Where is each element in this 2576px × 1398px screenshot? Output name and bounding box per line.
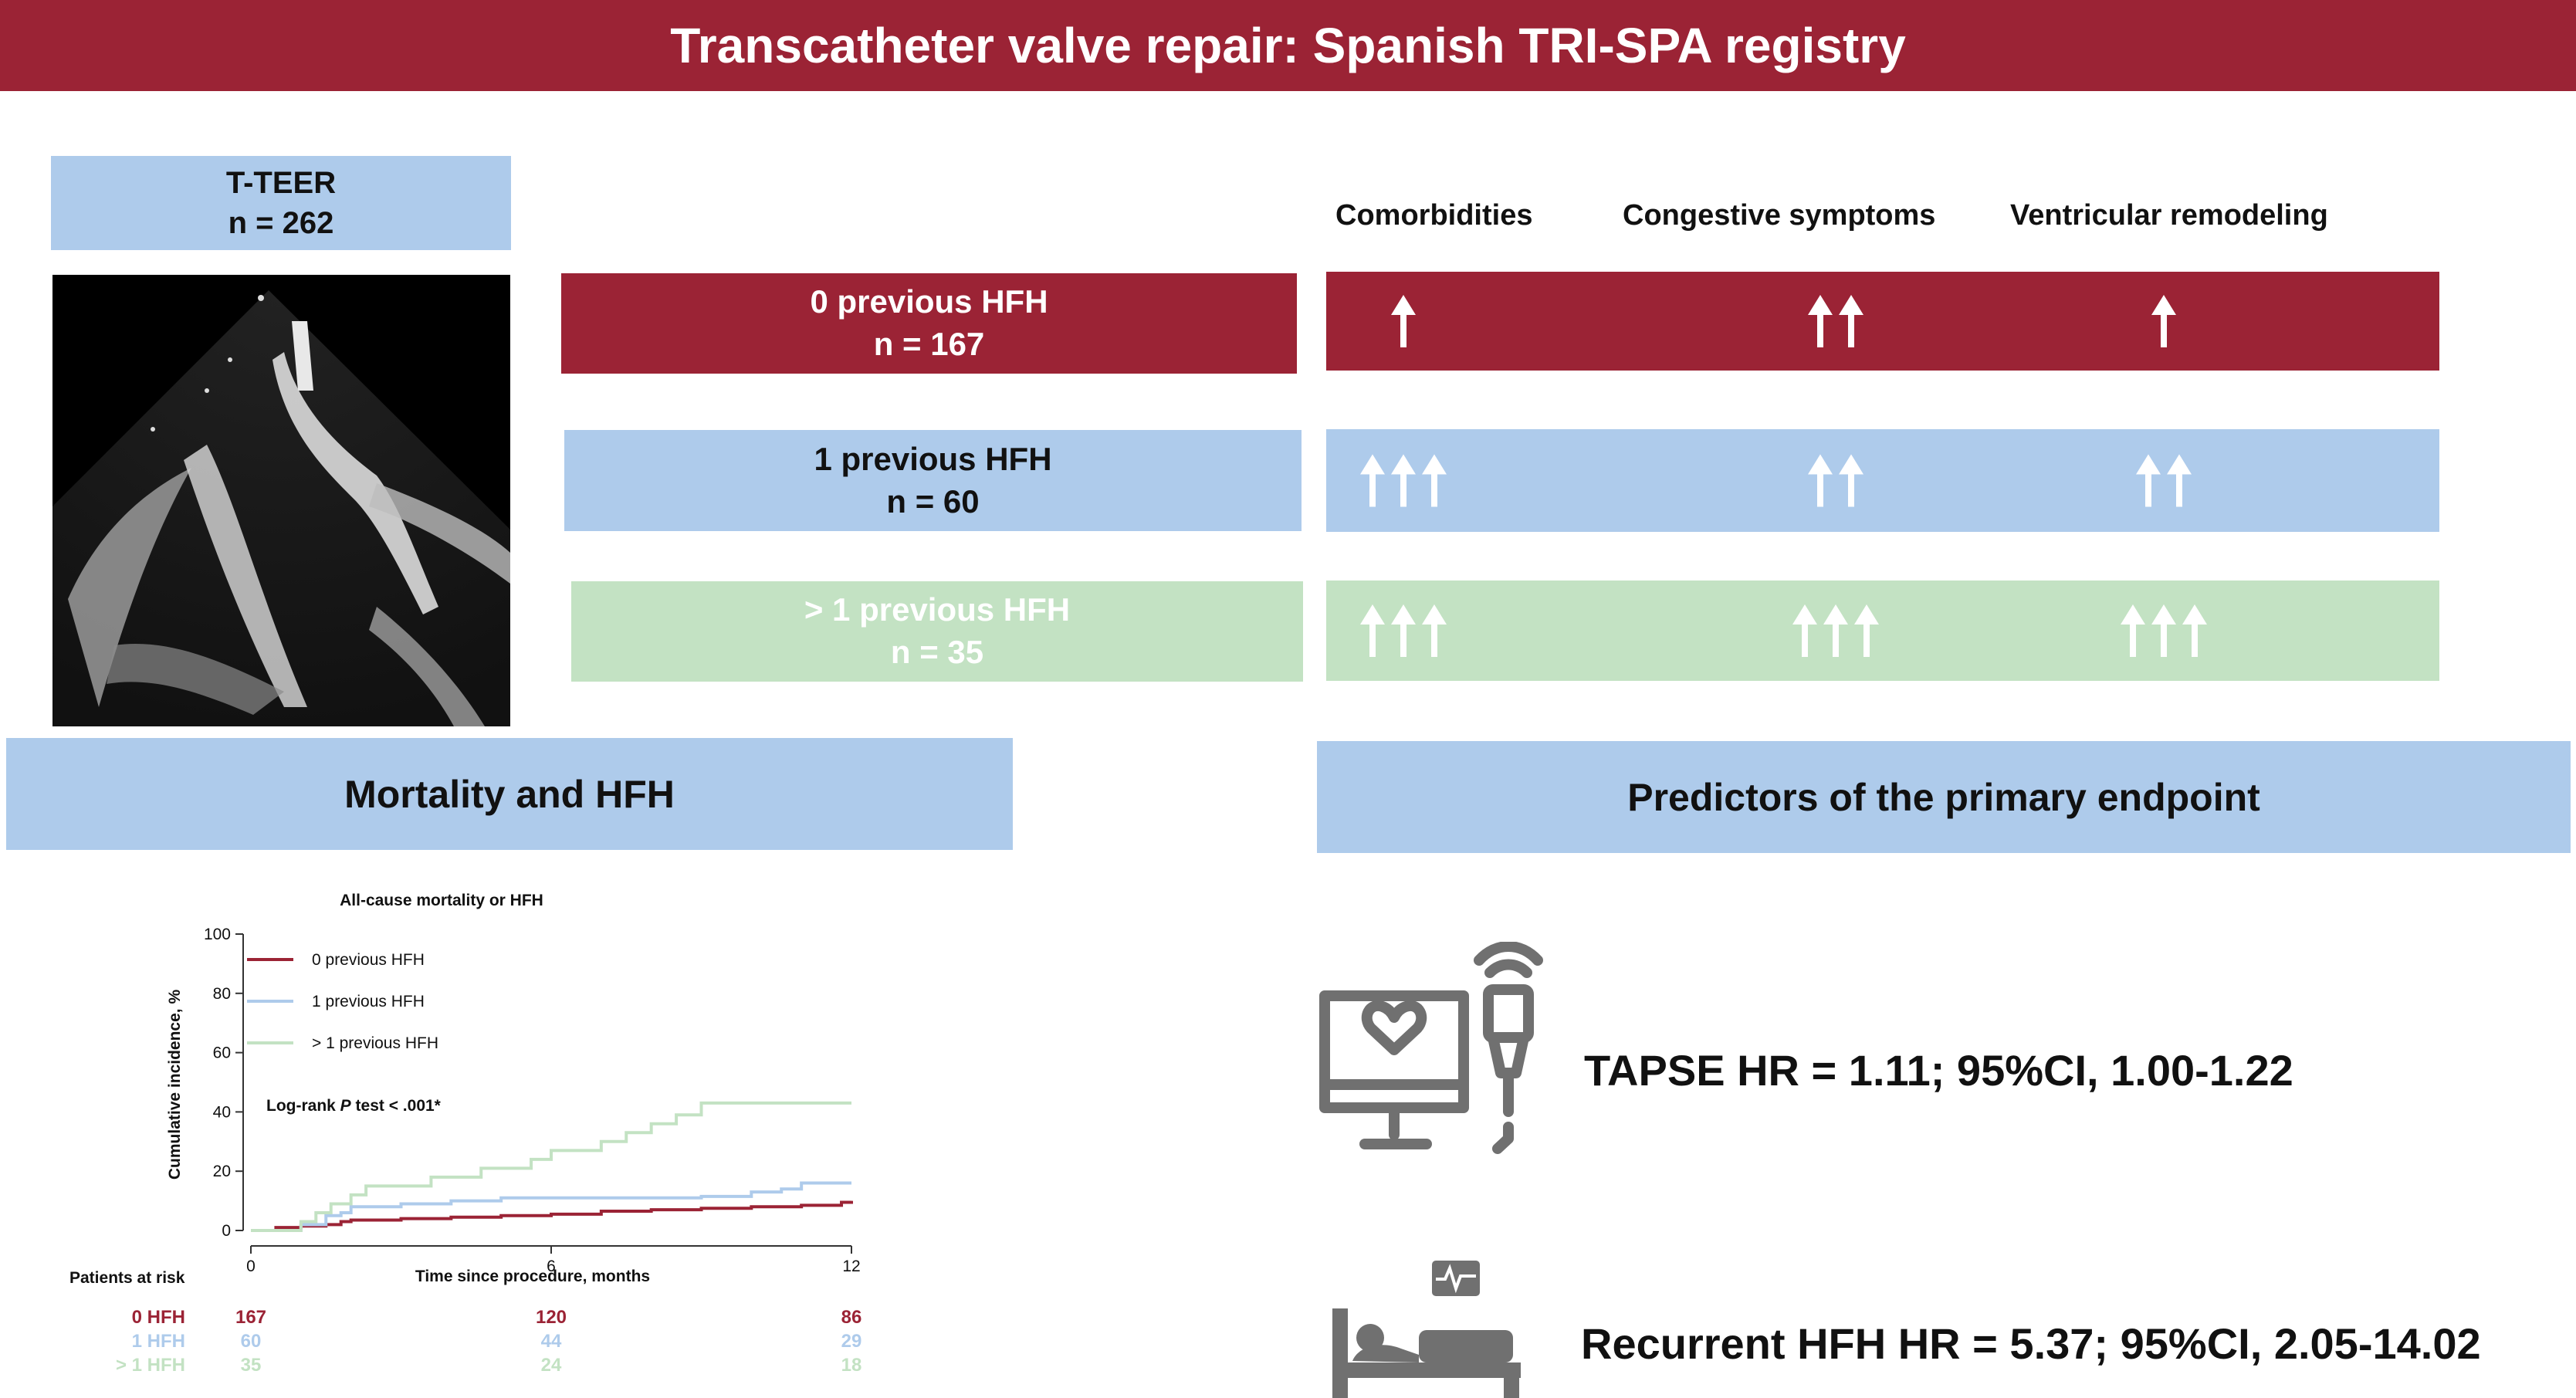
section-header-mortality-hfh: Mortality and HFH <box>6 738 1013 850</box>
group-box-0-previous-hfh: 0 previous HFH n = 167 <box>561 273 1297 374</box>
y-tick-label: 60 <box>213 1044 231 1062</box>
up-arrow-icon <box>2136 454 2161 507</box>
up-arrow-icon <box>1422 604 1447 657</box>
up-arrow-icon <box>2182 604 2207 657</box>
km-chart: All-cause mortality or HFH Cumulative in… <box>69 892 862 1376</box>
page-title: Transcatheter valve repair: Spanish TRI-… <box>670 18 1906 73</box>
series-line <box>251 1101 851 1232</box>
risk-value: 120 <box>536 1307 567 1328</box>
x-tick-label: 0 <box>246 1258 256 1275</box>
up-arrow-icon <box>1422 454 1447 507</box>
risk-value: 60 <box>241 1331 262 1352</box>
group-count: n = 60 <box>886 482 980 520</box>
section-header-predictors: Predictors of the primary endpoint <box>1317 741 2571 853</box>
teer-count: n = 262 <box>228 206 334 240</box>
group-label: > 1 previous HFH <box>804 591 1071 628</box>
up-arrow-icon <box>2151 295 2176 347</box>
legend-entry: 0 previous HFH <box>312 951 425 969</box>
arrow-row-0-previous-hfh <box>1326 272 2439 371</box>
title-banner: Transcatheter valve repair: Spanish TRI-… <box>0 0 2576 91</box>
column-header-congestive-symptoms: Congestive symptoms <box>1623 199 1936 232</box>
up-arrow-icon <box>2151 604 2176 657</box>
x-axis-label: Time since procedure, months <box>415 1268 650 1285</box>
risk-value: 35 <box>241 1355 262 1376</box>
up-arrow-icon <box>1854 604 1879 657</box>
up-arrow-icon <box>1808 454 1833 507</box>
up-arrow-icon <box>1839 295 1863 347</box>
y-tick-label: 20 <box>213 1163 231 1180</box>
arrow-row-1-previous-hfh <box>1326 429 2439 532</box>
y-tick-label: 40 <box>213 1103 231 1121</box>
hospital-bed-icon <box>1332 1261 1521 1398</box>
y-tick-label: 80 <box>213 985 231 1003</box>
column-header-ventricular-remodeling: Ventricular remodeling <box>2010 199 2328 232</box>
group-box-more-than-1-previous-hfh: > 1 previous HFH n = 35 <box>571 581 1303 682</box>
echo-monitor-icon <box>1319 942 1543 1154</box>
risk-value: 29 <box>841 1331 862 1352</box>
group-label: 1 previous HFH <box>814 440 1052 477</box>
section-title: Predictors of the primary endpoint <box>1627 775 2260 819</box>
teer-label: T-TEER <box>225 166 337 200</box>
up-arrow-icon <box>1839 454 1863 507</box>
y-tick-label: 0 <box>222 1222 231 1240</box>
risk-row-label: 0 HFH <box>132 1307 185 1328</box>
up-arrow-icon <box>1823 604 1848 657</box>
column-header-comorbidities: Comorbidities <box>1335 199 1533 232</box>
chart-title: All-cause mortality or HFH <box>340 892 543 909</box>
risk-table-label: Patients at risk <box>69 1269 185 1287</box>
teer-box: T-TEER n = 262 <box>51 156 511 250</box>
legend-entry: > 1 previous HFH <box>312 1034 438 1052</box>
risk-value: 167 <box>235 1307 266 1328</box>
group-count: n = 167 <box>873 326 985 362</box>
risk-row-label: 1 HFH <box>132 1331 185 1352</box>
legend-entry: 1 previous HFH <box>312 993 425 1010</box>
section-title: Mortality and HFH <box>344 772 675 816</box>
up-arrow-icon <box>1808 295 1833 347</box>
series-line <box>251 1181 851 1232</box>
risk-value: 44 <box>541 1331 562 1352</box>
up-arrow-icon <box>1360 454 1385 507</box>
group-box-1-previous-hfh: 1 previous HFH n = 60 <box>564 430 1302 531</box>
y-tick-label: 100 <box>204 926 231 943</box>
predictor-recurrent-hfh: Recurrent HFH HR = 5.37; 95%CI, 2.05-14.… <box>1581 1319 2481 1368</box>
up-arrow-icon <box>2121 604 2145 657</box>
up-arrow-icon <box>1360 604 1385 657</box>
risk-value: 24 <box>541 1355 562 1376</box>
logrank-annotation: Log-rank P test < .001* <box>266 1097 442 1115</box>
up-arrow-icon <box>1391 604 1416 657</box>
up-arrow-icon <box>1391 295 1416 347</box>
up-arrow-icon <box>1792 604 1817 657</box>
up-arrow-icon <box>2167 454 2192 507</box>
risk-row-label: > 1 HFH <box>116 1355 185 1376</box>
risk-value: 86 <box>841 1307 862 1328</box>
risk-value: 18 <box>841 1355 862 1376</box>
arrow-row-more-than-1-previous-hfh <box>1326 581 2439 681</box>
group-label: 0 previous HFH <box>810 283 1048 320</box>
x-tick-label: 6 <box>547 1258 556 1275</box>
group-count: n = 35 <box>890 634 984 670</box>
echocardiogram-image <box>52 275 510 726</box>
y-axis-label: Cumulative incidence, % <box>166 990 184 1180</box>
up-arrow-icon <box>1391 454 1416 507</box>
predictor-tapse: TAPSE HR = 1.11; 95%CI, 1.00-1.22 <box>1584 1046 2293 1095</box>
x-tick-label: 12 <box>842 1258 860 1275</box>
